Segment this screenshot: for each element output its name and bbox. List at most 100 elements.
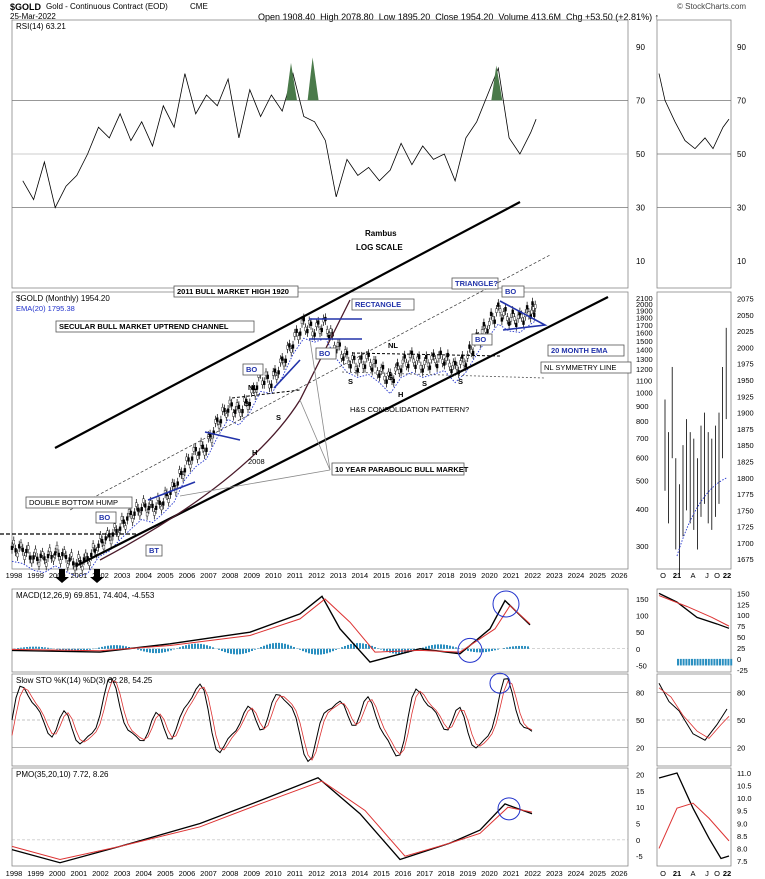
close-value: 1954.20 [460,12,494,22]
macd-histogram-bar [347,644,349,649]
pmo-inset-tick-label: 8.5 [737,832,747,841]
macd-histogram-bar [527,646,529,649]
price-candle [55,545,59,550]
bo-label-2001-box [95,511,117,524]
price-candle [180,470,183,476]
price-tick-label: 900 [636,402,649,411]
pmo-signal-line [11,780,533,860]
macd-histogram-bar [290,645,292,649]
price-candle [64,554,68,560]
x-axis-year-label-bottom: 2020 [481,869,498,878]
macd-histogram-bar [188,644,190,649]
macd-inset-histogram-bar [713,658,716,666]
price-tick-label: 1600 [636,329,653,338]
price-candle [102,545,106,550]
price-candle [230,402,233,407]
price-candle [263,380,266,385]
macd-histogram-bar [35,646,37,649]
price-candle [520,313,523,319]
close-label: Close [435,12,459,22]
price-candle [91,543,95,548]
macd-histogram-bar [473,648,475,653]
macd-histogram-bar [167,648,169,652]
macd-histogram-bar [470,648,472,652]
pmo-tick-label: 20 [636,771,644,780]
price-candle [149,500,152,505]
rsi-inset-line [658,73,730,150]
price-tick-label: 1800 [636,314,653,323]
macd-histogram-bar [356,643,358,649]
price-tick-label: 400 [636,505,649,514]
ema-legend: EMA(20) 1795.38 [16,304,75,313]
macd-histogram-bar [362,643,364,649]
macd-inset-histogram-bar [707,658,710,666]
price-candle [461,354,464,359]
macd-histogram-bar [476,648,478,653]
x-axis-year-label: 2006 [179,571,196,580]
price-candle [412,358,415,363]
macd-histogram-bar [506,647,508,649]
macd-histogram-bar [119,645,121,649]
macd-histogram-bar [518,645,520,649]
price-candle [190,456,194,461]
price-candle [10,545,14,550]
price-candle [421,368,424,373]
price-candle [430,355,433,360]
price-tick-label: 800 [636,417,649,426]
inset-frame-price [656,291,732,570]
macd-histogram-bar [434,644,436,649]
price-candle [392,378,395,383]
macd-inset-tick-label: 50 [737,633,745,642]
price-candle [338,342,341,347]
macd-histogram-bar [437,644,439,649]
macd-histogram-bar [62,648,64,651]
price-candle [66,563,70,568]
price-candle [59,559,62,564]
price-candle [235,402,239,407]
macd-histogram-bar [239,648,241,655]
price-tick-label: 500 [636,477,649,486]
pmo-inset-tick-label: 10.0 [737,794,752,803]
price-candle [419,365,423,370]
price-candle [342,356,345,361]
price-candle [356,368,359,373]
price-tick-label: 2000 [636,300,653,309]
x-axis-year-label: 2024 [568,571,585,580]
macd-inset-histogram-bar [730,658,733,666]
price-candle [389,372,392,377]
price-candle [255,385,259,390]
low-label: Low [378,12,396,22]
macd-histogram-bar [389,648,391,653]
macd-histogram-bar [242,648,244,654]
price-candle [73,566,77,571]
bt-label: BT [149,546,159,555]
open-value: 1908.40 [282,12,316,22]
nl-symmetry-label-box [540,361,632,374]
price-candle [509,317,513,322]
price-candle [120,516,124,521]
price-candle [466,354,469,359]
price-tick-label: 1900 [636,307,653,316]
price-candle [360,355,363,360]
price-candle [210,438,214,443]
rsi-tick-label: 70 [636,96,645,105]
macd-tick-label: 150 [636,595,649,604]
bo-label-nl-box [471,333,493,346]
price-candle [428,365,432,370]
macd-histogram-bar [98,647,100,649]
macd-histogram-bar [302,648,304,652]
x-axis-year-label-bottom: 2023 [546,869,563,878]
sto-inset-tick-label: 20 [737,744,745,753]
macd-histogram-bar [341,647,343,649]
price-title: $GOLD (Monthly) 1954.20 [16,294,110,303]
bo-label-2001: BO [99,513,110,522]
pmo-tick-label: -5 [636,852,643,861]
macd-histogram-bar [320,648,322,655]
price-candle [275,375,278,380]
price-candle [172,482,176,487]
sto-inset-d-line [658,687,730,739]
macd-histogram-bar [26,646,28,649]
price-inset-tick-label: 1775 [737,490,754,499]
pmo-inset-tick-label: 8.0 [737,844,747,853]
macd-histogram-bar [350,644,352,649]
